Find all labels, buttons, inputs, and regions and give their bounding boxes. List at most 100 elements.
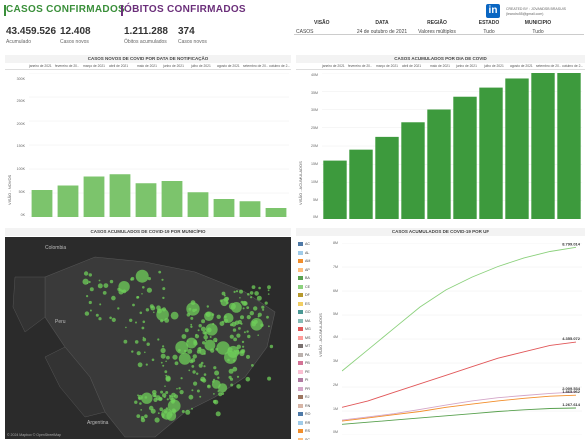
municipality-bubble [156, 308, 169, 321]
municipality-bubble [246, 354, 250, 359]
municipality-bubble [238, 327, 241, 330]
municipality-bubble [213, 337, 218, 343]
legend-swatch [298, 344, 303, 349]
municipality-bubble [190, 358, 196, 363]
y-tick: 20M [311, 144, 318, 148]
municipality-bubble [200, 376, 206, 382]
legend-item-al[interactable]: AL [298, 249, 314, 258]
municipality-bubble [206, 305, 209, 308]
municipality-bubble [164, 370, 168, 374]
map-label-peru: Peru [55, 319, 66, 325]
new-cases-chart[interactable] [29, 73, 289, 217]
municipality-bubble [247, 334, 251, 339]
month-label: março de 2021 [83, 64, 105, 68]
filter-date[interactable]: DATA 24 de outubro de 2021 [352, 20, 412, 35]
legend-item-pb[interactable]: PB [298, 359, 314, 368]
legend-item-mt[interactable]: MT [298, 342, 314, 351]
municipality-bubble [135, 269, 149, 283]
y-tick: 3M [333, 359, 338, 363]
cases-title: CASOS CONFIRMADOS [6, 4, 125, 15]
municipality-bubble [198, 324, 202, 328]
municipality-bubble [250, 318, 263, 331]
municipality-bubble [102, 291, 107, 295]
legend-item-rj[interactable]: RJ [298, 393, 314, 402]
legend-item-ap[interactable]: AP [298, 266, 314, 275]
legend-label: PB [305, 361, 310, 366]
kpi-new-cases: 12.408 Casos novos [60, 26, 91, 45]
municipality-bubble [241, 300, 247, 306]
legend-item-ma[interactable]: MA [298, 317, 314, 326]
kpi-value: 12.408 [60, 26, 91, 37]
municipality-bubble [217, 376, 220, 379]
municipality-bubble [134, 400, 138, 404]
filter-header: MUNICIPIO [524, 20, 552, 26]
legend-swatch [298, 242, 303, 247]
y-tick: 8M [333, 241, 338, 245]
municipality-bubble [188, 369, 191, 372]
municipality-bubble [89, 287, 94, 292]
legend-item-pi[interactable]: PI [298, 376, 314, 385]
kpi-label: Acumulado [6, 39, 32, 45]
legend-swatch [298, 318, 303, 323]
legend-item-es[interactable]: ES [298, 300, 314, 309]
y-tick: 35M [311, 91, 318, 95]
municipality-bubble [132, 303, 135, 307]
series-line-MG [342, 341, 577, 408]
legend-label: RJ [305, 395, 310, 400]
panel-title: CASOS NOVOS DE COVID POR DATA DE NOTIFIC… [5, 55, 291, 63]
accumulated-cases-chart[interactable] [322, 73, 582, 219]
municipality-bubble [169, 394, 172, 398]
filter-divider [294, 34, 584, 35]
linkedin-icon[interactable]: in [486, 4, 500, 18]
municipality-bubble [246, 315, 251, 320]
legend-swatch [298, 276, 303, 281]
legend-item-sc[interactable]: SC [298, 436, 314, 440]
legend-item-go[interactable]: GO [298, 308, 314, 317]
municipality-bubble [131, 350, 134, 353]
municipality-bubble [229, 377, 234, 381]
legend-item-ac[interactable]: AC [298, 240, 314, 249]
legend-item-rr[interactable]: RR [298, 419, 314, 428]
legend-item-ba[interactable]: BA [298, 274, 314, 283]
municipality-bubble [267, 285, 271, 290]
legend-item-mg[interactable]: MG [298, 325, 314, 334]
municipality-bubble [257, 315, 260, 318]
legend-label: DF [305, 293, 310, 298]
y-tick: 1M [333, 407, 338, 411]
municipality-bubble [213, 393, 215, 395]
municipality-bubble [83, 271, 89, 276]
month-label: junho de 2021 [456, 64, 477, 68]
municipality-bubble [233, 290, 236, 293]
legend-item-am[interactable]: AM [298, 257, 314, 266]
legend-item-ro[interactable]: RO [298, 410, 314, 419]
filter-region[interactable]: REGIÃO Valores múltiplos [412, 20, 462, 35]
municipality-bubble [196, 372, 199, 375]
municipality-bubble [181, 334, 187, 339]
legend-swatch [298, 352, 303, 357]
series-line-SP [342, 246, 577, 372]
legend-item-pe[interactable]: PE [298, 368, 314, 377]
legend-item-df[interactable]: DF [298, 291, 314, 300]
month-label: julho de 2021 [484, 64, 504, 68]
legend-item-rn[interactable]: RN [298, 402, 314, 411]
legend-item-rs[interactable]: RS [298, 427, 314, 436]
legend-item-pr[interactable]: PR [298, 385, 314, 394]
filter-state[interactable]: ESTADO Tudo [474, 20, 504, 35]
municipality-bubble [243, 331, 246, 334]
legend-item-pa[interactable]: PA [298, 351, 314, 360]
filter-municipality[interactable]: MUNICIPIO Tudo [518, 20, 558, 35]
municipality-bubble [225, 301, 229, 305]
legend-swatch [298, 386, 303, 391]
bar-abril de 2021 [109, 174, 131, 217]
filter-view[interactable]: VISÃO CASOS [296, 20, 348, 35]
municipality-bubble [218, 383, 228, 393]
legend-swatch [298, 437, 303, 440]
municipality-bubble [162, 364, 165, 367]
legend-item-ms[interactable]: MS [298, 334, 314, 343]
bar-julho de 2021 [187, 192, 209, 217]
panel-title-map: CASOS ACUMULADOS DE COVID-19 POR MUNICÍP… [5, 228, 291, 236]
y-tick: 150K [16, 144, 25, 148]
legend-item-ce[interactable]: CE [298, 283, 314, 292]
municipality-map[interactable]: Colombia Peru Argentina © 2024 Mapbox © … [5, 237, 291, 439]
